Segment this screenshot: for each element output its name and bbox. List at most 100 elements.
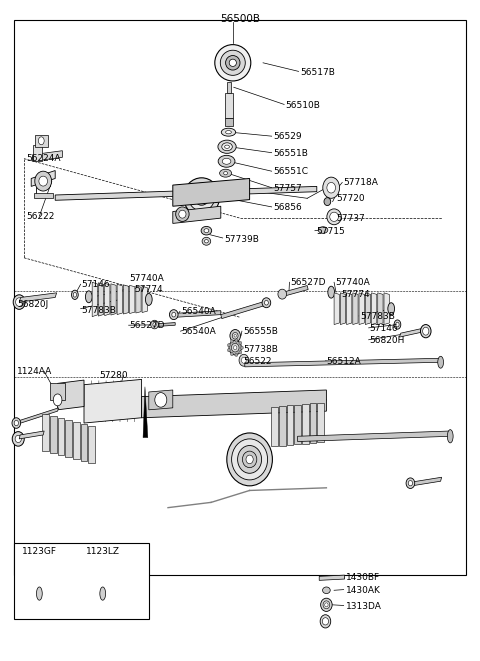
Text: 56540A: 56540A (181, 307, 216, 317)
Ellipse shape (176, 207, 189, 221)
Ellipse shape (13, 295, 25, 309)
Polygon shape (310, 403, 316, 443)
Ellipse shape (438, 356, 444, 368)
Polygon shape (117, 284, 122, 315)
Ellipse shape (172, 312, 176, 317)
Ellipse shape (72, 290, 78, 299)
Polygon shape (340, 293, 346, 325)
Text: 56224A: 56224A (26, 154, 61, 163)
Ellipse shape (230, 352, 233, 356)
Polygon shape (19, 431, 44, 439)
Bar (14, 543, 149, 619)
Text: 56551B: 56551B (274, 149, 309, 158)
Polygon shape (245, 358, 442, 367)
Ellipse shape (278, 290, 287, 299)
Text: 56222: 56222 (26, 212, 55, 221)
Text: 56820H: 56820H (370, 336, 405, 345)
Text: 57740A: 57740A (335, 278, 370, 288)
Text: 57783B: 57783B (360, 312, 395, 321)
Text: 56820J: 56820J (17, 299, 48, 309)
Polygon shape (279, 406, 286, 446)
Polygon shape (81, 424, 87, 461)
Text: 57715: 57715 (316, 227, 345, 236)
Ellipse shape (219, 169, 232, 177)
Ellipse shape (232, 332, 238, 339)
Ellipse shape (194, 189, 209, 205)
Ellipse shape (240, 346, 243, 349)
Ellipse shape (230, 340, 233, 343)
Ellipse shape (232, 439, 268, 480)
Polygon shape (319, 575, 345, 580)
Ellipse shape (15, 435, 21, 443)
Polygon shape (347, 293, 352, 325)
Ellipse shape (318, 227, 328, 233)
Ellipse shape (320, 615, 331, 628)
Ellipse shape (179, 210, 186, 218)
Ellipse shape (239, 354, 249, 366)
Polygon shape (225, 118, 233, 126)
Text: 56522: 56522 (243, 357, 271, 366)
Polygon shape (142, 390, 326, 418)
Ellipse shape (264, 300, 268, 305)
Text: 57739B: 57739B (224, 235, 259, 244)
Ellipse shape (220, 50, 245, 75)
Ellipse shape (328, 286, 335, 298)
Ellipse shape (388, 303, 395, 315)
Ellipse shape (238, 446, 262, 473)
Ellipse shape (327, 182, 336, 193)
Bar (34, 193, 53, 198)
Polygon shape (55, 186, 317, 200)
Ellipse shape (323, 601, 330, 609)
Text: 57738B: 57738B (243, 344, 278, 354)
Ellipse shape (323, 587, 330, 594)
Ellipse shape (229, 59, 236, 66)
Text: 57740A: 57740A (130, 274, 164, 283)
Ellipse shape (406, 478, 415, 488)
Text: 57737: 57737 (336, 214, 365, 223)
Ellipse shape (204, 229, 209, 233)
Ellipse shape (183, 178, 220, 216)
Text: 56527D: 56527D (290, 278, 326, 288)
Polygon shape (302, 404, 309, 444)
Polygon shape (58, 418, 64, 455)
Ellipse shape (153, 323, 156, 327)
Polygon shape (130, 286, 135, 313)
Ellipse shape (422, 327, 429, 335)
Ellipse shape (73, 292, 77, 297)
Ellipse shape (218, 140, 236, 153)
Polygon shape (175, 311, 221, 317)
Ellipse shape (262, 297, 271, 307)
Text: 1313DA: 1313DA (346, 602, 382, 611)
Ellipse shape (233, 346, 237, 350)
Ellipse shape (324, 198, 331, 206)
Ellipse shape (327, 209, 341, 225)
Text: 57146: 57146 (82, 280, 110, 290)
Polygon shape (58, 380, 84, 410)
Text: 57774: 57774 (341, 290, 370, 299)
Ellipse shape (100, 587, 106, 600)
Polygon shape (31, 171, 55, 186)
Text: 56512A: 56512A (326, 357, 361, 366)
Text: 56555B: 56555B (243, 327, 278, 336)
Ellipse shape (226, 56, 240, 70)
Ellipse shape (396, 323, 399, 327)
Ellipse shape (155, 393, 167, 407)
Ellipse shape (330, 212, 338, 221)
Polygon shape (88, 426, 95, 463)
Ellipse shape (323, 177, 339, 198)
Ellipse shape (322, 617, 328, 625)
Bar (35, 135, 48, 147)
Text: 56529: 56529 (274, 132, 302, 141)
Ellipse shape (230, 330, 240, 342)
Text: 57280: 57280 (99, 371, 128, 380)
Polygon shape (334, 293, 339, 325)
Ellipse shape (325, 603, 328, 607)
Polygon shape (227, 82, 231, 93)
Polygon shape (33, 145, 42, 161)
Ellipse shape (215, 44, 251, 81)
Polygon shape (399, 328, 425, 337)
Polygon shape (353, 293, 358, 325)
Ellipse shape (222, 159, 231, 164)
Ellipse shape (15, 297, 23, 306)
Ellipse shape (227, 433, 273, 486)
